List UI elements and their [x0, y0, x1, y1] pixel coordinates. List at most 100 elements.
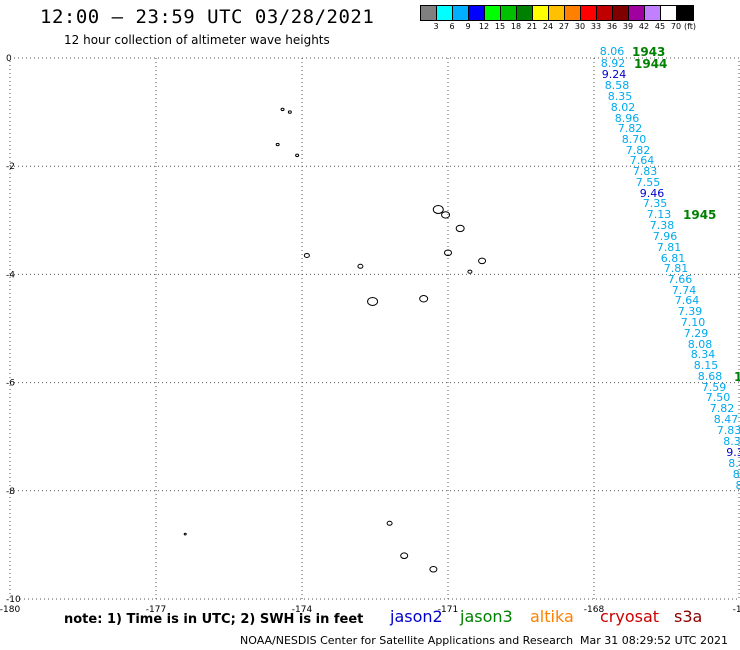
color-swatch	[517, 6, 533, 20]
legend-entry-jason3: jason3	[460, 607, 513, 626]
island-outline	[367, 296, 379, 306]
wave-height-value: 7.83	[633, 165, 658, 178]
color-scale-label: (ft)	[683, 22, 697, 31]
color-scale-label: 30	[574, 22, 586, 31]
island-outline	[357, 263, 364, 269]
wave-height-value: 8.35	[608, 90, 633, 103]
color-swatch	[645, 6, 661, 20]
wave-height-value: 8.15	[694, 359, 719, 372]
wave-height-value: 7.13	[647, 208, 672, 221]
y-tick-label: -4	[6, 270, 15, 280]
wave-height-value: 7.64	[675, 294, 700, 307]
island-outline	[455, 224, 465, 233]
color-swatch	[581, 6, 597, 20]
color-scale-label: 39	[622, 22, 634, 31]
color-scale-labels: 3 6 9 12 15 18 21 24 27 30 33 36 39 42 45 70 (ft)	[420, 22, 730, 34]
wave-height-value: 8	[736, 479, 740, 492]
legend-entry-jason2: jason2	[390, 607, 443, 626]
wave-height-value: 9.3	[726, 446, 740, 459]
color-swatch	[501, 6, 517, 20]
wave-height-value: 7.10	[681, 316, 706, 329]
wave-height-value: 8.58	[605, 79, 630, 92]
color-swatch	[597, 6, 613, 20]
color-scale-label: 70	[670, 22, 682, 31]
legend-entry-cryosat: cryosat	[600, 607, 660, 626]
color-swatch	[533, 6, 549, 20]
x-tick-label: -171	[438, 605, 458, 615]
color-scale-label: 33	[590, 22, 602, 31]
color-swatch	[421, 6, 437, 20]
color-scale-label: 24	[542, 22, 554, 31]
chart-subtitle: 12 hour collection of altimeter wave hei…	[64, 33, 330, 47]
y-tick-label: -8	[6, 487, 15, 497]
color-scale-label: 6	[449, 22, 455, 31]
wave-height-value: 8.	[733, 468, 740, 481]
legend-entry-altika: altika	[530, 607, 574, 626]
footer-note: note: 1) Time is in UTC; 2) SWH is in fe…	[64, 612, 364, 627]
color-scale-label: 3	[433, 22, 439, 31]
wave-height-value: 7.74	[672, 284, 697, 297]
island-outline	[467, 269, 473, 274]
color-scale-label: 45	[654, 22, 666, 31]
color-scale-label: 9	[465, 22, 471, 31]
wave-height-value: 8.02	[611, 101, 636, 114]
color-scale-label: 36	[606, 22, 618, 31]
track-time-label: 1	[734, 370, 740, 384]
color-swatch	[677, 6, 693, 20]
track-time-label: 1943	[632, 45, 665, 59]
wave-height-value: 8.47	[714, 413, 739, 426]
wave-height-value: 8.70	[622, 133, 647, 146]
wave-height-value: 7.64	[630, 154, 655, 167]
wave-height-value: 7.82	[710, 402, 735, 415]
wave-height-value: 7.83	[717, 424, 740, 437]
color-scale-label: 12	[478, 22, 490, 31]
island-outline	[429, 565, 438, 573]
color-swatch	[453, 6, 469, 20]
track-time-label: 1944	[634, 57, 667, 71]
x-tick-label: -168	[584, 605, 605, 615]
wave-height-value: 8.8	[728, 457, 740, 470]
wave-height-value: 7.55	[636, 176, 661, 189]
wave-height-value: 7.82	[626, 144, 651, 157]
color-scale-label: 21	[526, 22, 538, 31]
legend-entry-s3a: s3a	[674, 607, 703, 626]
wave-height-value: 8.96	[615, 112, 640, 125]
island-outline	[441, 211, 451, 219]
x-tick-label: -180	[0, 605, 20, 615]
wave-height-value: 7.82	[618, 122, 643, 135]
island-outline	[478, 257, 487, 265]
track-time-label: 1945	[683, 208, 716, 222]
island-outline	[280, 107, 285, 112]
wave-height-value: 7.66	[668, 273, 693, 286]
y-tick-label: 0	[6, 54, 12, 64]
color-swatch	[549, 6, 565, 20]
wave-height-value: 7.50	[706, 391, 731, 404]
y-tick-label: -6	[6, 379, 15, 389]
wave-height-value: 7.35	[643, 197, 668, 210]
island-outline	[444, 249, 452, 257]
wave-height-value: 7.29	[684, 327, 709, 340]
island-outline	[432, 204, 444, 214]
color-scale-label: 15	[494, 22, 506, 31]
island-outline	[295, 153, 300, 158]
wave-height-value: 9.24	[602, 68, 627, 81]
wave-height-value: 9.46	[640, 187, 665, 200]
wave-height-value: 8.92	[601, 57, 626, 70]
color-swatch	[661, 6, 677, 20]
wave-height-value: 8.08	[688, 338, 713, 351]
wave-height-value: 8.68	[698, 370, 723, 383]
y-tick-label: -2	[6, 162, 15, 172]
x-tick-label: -177	[146, 605, 166, 615]
y-tick-label: -10	[6, 595, 21, 605]
color-swatch	[629, 6, 645, 20]
island-outline	[386, 520, 393, 526]
color-swatch	[485, 6, 501, 20]
wave-height-value: 8.34	[691, 348, 716, 361]
credit-text: NOAA/NESDIS Center for Satellite Applica…	[240, 634, 574, 647]
x-tick-label: -16	[733, 605, 740, 615]
map-frame	[9, 57, 740, 600]
color-swatch	[437, 6, 453, 20]
wave-height-value: 8.06	[600, 45, 625, 58]
island-outline	[183, 532, 187, 536]
